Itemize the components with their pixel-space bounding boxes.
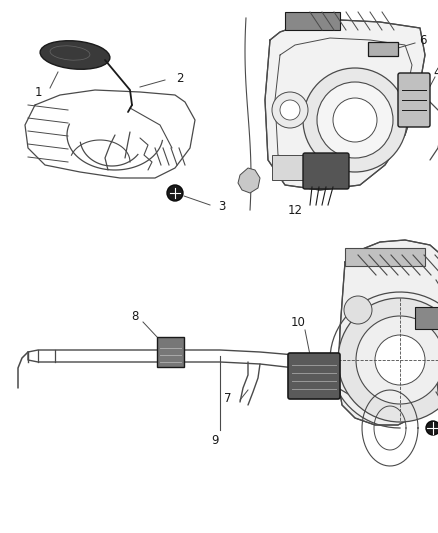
Polygon shape xyxy=(338,240,438,425)
Circle shape xyxy=(333,98,377,142)
FancyBboxPatch shape xyxy=(288,353,340,399)
Text: 1: 1 xyxy=(34,85,42,99)
Text: 12: 12 xyxy=(287,204,303,216)
Circle shape xyxy=(280,100,300,120)
FancyBboxPatch shape xyxy=(368,42,398,56)
Circle shape xyxy=(303,68,407,172)
Circle shape xyxy=(338,298,438,422)
Text: 4: 4 xyxy=(433,67,438,79)
Text: 8: 8 xyxy=(131,310,139,322)
Circle shape xyxy=(344,296,372,324)
Text: 3: 3 xyxy=(218,200,226,214)
Text: 2: 2 xyxy=(176,71,184,85)
Circle shape xyxy=(426,421,438,435)
Circle shape xyxy=(272,92,308,128)
Polygon shape xyxy=(265,20,425,190)
Text: 10: 10 xyxy=(290,316,305,328)
FancyBboxPatch shape xyxy=(285,12,340,30)
Text: 6: 6 xyxy=(419,34,427,46)
FancyBboxPatch shape xyxy=(272,155,307,180)
Text: 7: 7 xyxy=(224,392,232,405)
Circle shape xyxy=(356,316,438,404)
FancyBboxPatch shape xyxy=(398,73,430,127)
FancyBboxPatch shape xyxy=(303,153,349,189)
FancyBboxPatch shape xyxy=(345,248,425,266)
Circle shape xyxy=(375,335,425,385)
Ellipse shape xyxy=(40,41,110,69)
Text: 9: 9 xyxy=(211,433,219,447)
Polygon shape xyxy=(238,168,260,193)
Circle shape xyxy=(167,185,183,201)
FancyBboxPatch shape xyxy=(415,307,438,329)
FancyBboxPatch shape xyxy=(157,337,184,367)
Circle shape xyxy=(317,82,393,158)
